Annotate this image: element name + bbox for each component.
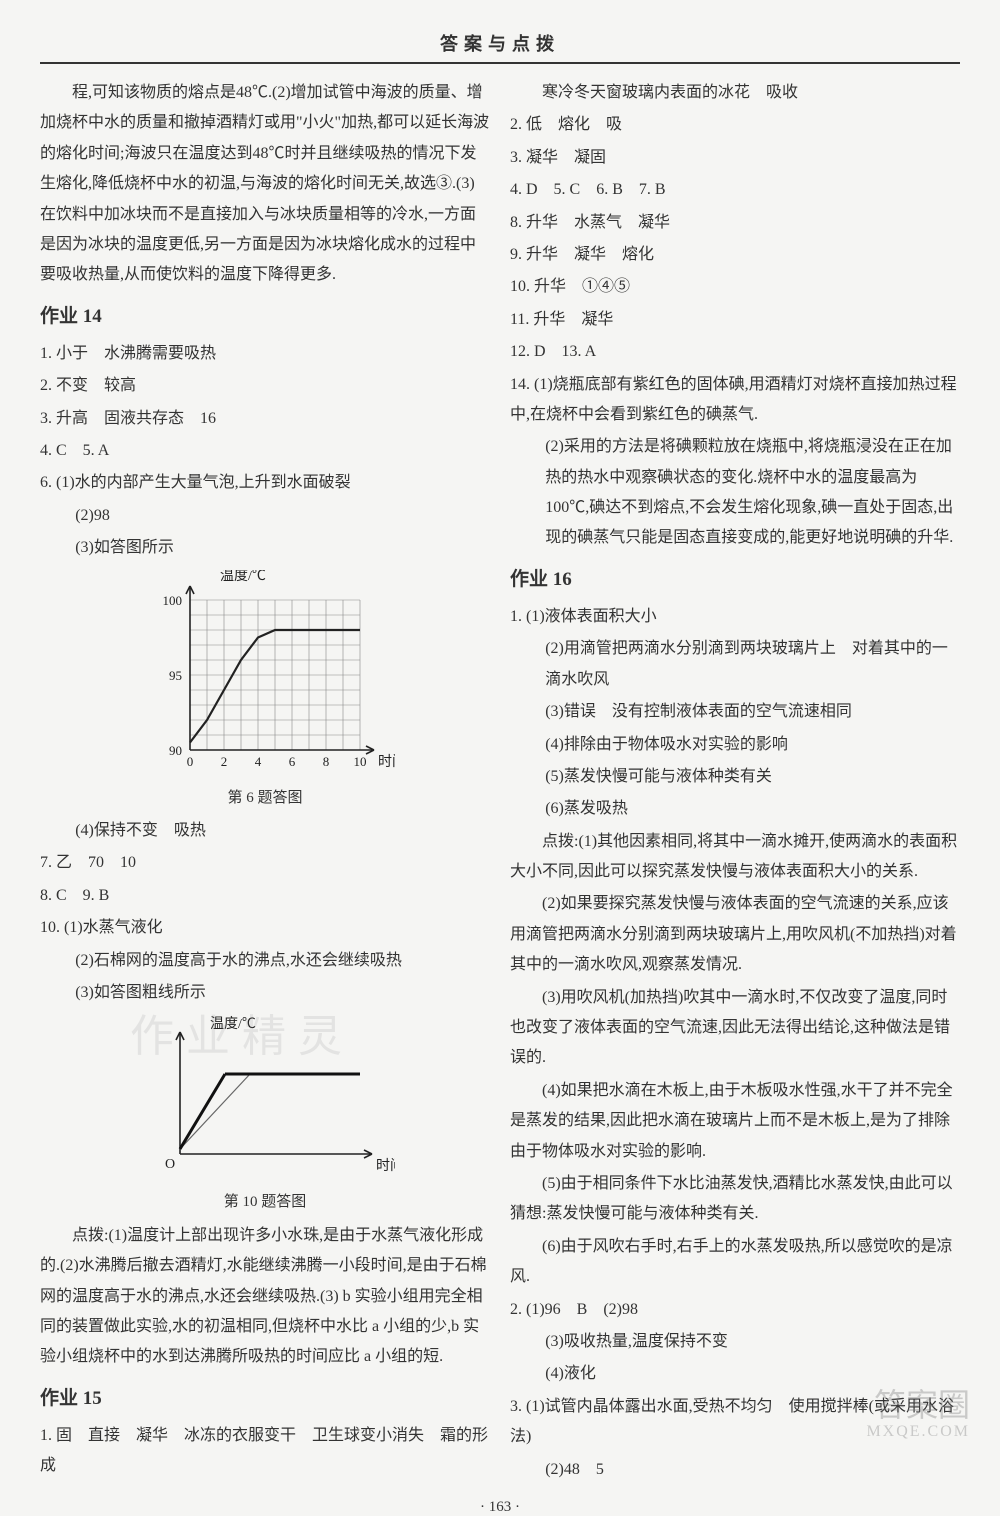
hw14-10-3: (3)如答图粗线所示 — [40, 978, 490, 1008]
r16-note6: (6)由于风吹右手时,右手上的水蒸发吸热,所以感觉吹的是凉风. — [510, 1232, 960, 1293]
r2: 2. 低 熔化 吸 — [510, 110, 960, 140]
svg-text:90: 90 — [169, 743, 182, 758]
svg-text:0: 0 — [187, 754, 194, 769]
figure-6: 100 95 90 0 2 4 6 8 10 温度/℃ 时间/min 第 6 题答图 — [40, 570, 490, 813]
hw14-6-2: (2)98 — [40, 501, 490, 531]
hw14-10-2: (2)石棉网的温度高于水的沸点,水还会继续吸热 — [40, 946, 490, 976]
figure-6-caption: 第 6 题答图 — [227, 784, 302, 813]
r16-note: 点拨:(1)其他因素相同,将其中一滴水摊开,使两滴水的表面积大小不同,因此可以探… — [510, 827, 960, 888]
hw15-title: 作业 15 — [40, 1381, 490, 1417]
r16-1-5: (5)蒸发快慢可能与液体种类有关 — [510, 762, 960, 792]
left-column: 程,可知该物质的熔点是48℃.(2)增加试管中海波的质量、增加烧杯中水的质量和撤… — [40, 76, 490, 1487]
r16-1-3: (3)错误 没有控制液体表面的空气流速相同 — [510, 697, 960, 727]
svg-text:95: 95 — [169, 668, 182, 683]
chart-6-svg: 100 95 90 0 2 4 6 8 10 温度/℃ 时间/min — [135, 570, 395, 780]
page-header: 答案与点拨 — [40, 30, 960, 64]
figure-10: 温度/℃ 时间/min O 第 10 题答图 — [40, 1014, 490, 1217]
hw14-8: 8. C 9. B — [40, 881, 490, 911]
svg-text:6: 6 — [289, 754, 296, 769]
hw14-title: 作业 14 — [40, 299, 490, 335]
r-top: 寒冷冬天窗玻璃内表面的冰花 吸收 — [510, 78, 960, 108]
hw14-1: 1. 小于 水沸腾需要吸热 — [40, 339, 490, 369]
hw16-title: 作业 16 — [510, 562, 960, 598]
right-column: 寒冷冬天窗玻璃内表面的冰花 吸收 2. 低 熔化 吸 3. 凝华 凝固 4. D… — [510, 76, 960, 1487]
r16-note4: (4)如果把水滴在木板上,由于木板吸水性强,水干了并不完全是蒸发的结果,因此把水… — [510, 1076, 960, 1167]
svg-text:温度/℃: 温度/℃ — [210, 1016, 256, 1032]
r16-3-2: (2)48 5 — [510, 1455, 960, 1485]
svg-text:8: 8 — [323, 754, 330, 769]
intro-paragraph: 程,可知该物质的熔点是48℃.(2)增加试管中海波的质量、增加烧杯中水的质量和撤… — [40, 78, 490, 291]
r9: 9. 升华 凝华 熔化 — [510, 240, 960, 270]
r16-1-4: (4)排除由于物体吸水对实验的影响 — [510, 730, 960, 760]
r16-note2: (2)如果要探究蒸发快慢与液体表面的空气流速的关系,应该用滴管把两滴水分别滴到两… — [510, 889, 960, 980]
hw14-3: 3. 升高 固液共存态 16 — [40, 404, 490, 434]
svg-text:O: O — [165, 1157, 175, 1172]
hw15-1: 1. 固 直接 凝华 冰冻的衣服变干 卫生球变小消失 霜的形成 — [40, 1421, 490, 1482]
hw14-10-1: 10. (1)水蒸气液化 — [40, 913, 490, 943]
hw14-6-1: 6. (1)水的内部产生大量气泡,上升到水面破裂 — [40, 468, 490, 498]
svg-text:2: 2 — [221, 754, 228, 769]
r16-3: 3. (1)试管内晶体露出水面,受热不均匀 使用搅拌棒(或采用水浴法) — [510, 1392, 960, 1453]
svg-text:100: 100 — [163, 593, 183, 608]
r16-1-6: (6)蒸发吸热 — [510, 794, 960, 824]
r16-1-2: (2)用滴管把两滴水分别滴到两块玻璃片上 对着其中的一滴水吹风 — [510, 634, 960, 695]
r3: 3. 凝华 凝固 — [510, 143, 960, 173]
r10: 10. 升华 ①④⑤ — [510, 272, 960, 302]
r14-1: 14. (1)烧瓶底部有紫红色的固体碘,用酒精灯对烧杯直接加热过程中,在烧杯中会… — [510, 370, 960, 431]
r4: 4. D 5. C 6. B 7. B — [510, 175, 960, 205]
hw14-2: 2. 不变 较高 — [40, 371, 490, 401]
r16-note3: (3)用吹风机(加热挡)吹其中一滴水时,不仅改变了温度,同时也改变了液体表面的空… — [510, 983, 960, 1074]
r16-2-3: (3)吸收热量,温度保持不变 — [510, 1327, 960, 1357]
r16-2-4: (4)液化 — [510, 1359, 960, 1389]
hw14-7: 7. 乙 70 10 — [40, 848, 490, 878]
svg-text:温度/℃: 温度/℃ — [220, 570, 266, 584]
r11: 11. 升华 凝华 — [510, 305, 960, 335]
r16-2: 2. (1)96 B (2)98 — [510, 1295, 960, 1325]
r12: 12. D 13. A — [510, 337, 960, 367]
svg-text:时间/min: 时间/min — [378, 754, 395, 770]
svg-text:时间/min: 时间/min — [376, 1158, 395, 1174]
chart-10-svg: 温度/℃ 时间/min O — [135, 1014, 395, 1184]
page-number: · 163 · — [40, 1499, 960, 1516]
hw14-6-3: (3)如答图所示 — [40, 533, 490, 563]
svg-text:10: 10 — [354, 754, 367, 769]
svg-text:4: 4 — [255, 754, 262, 769]
r14-2: (2)采用的方法是将碘颗粒放在烧瓶中,将烧瓶浸没在正在加热的热水中观察碘状态的变… — [510, 432, 960, 554]
hw14-4: 4. C 5. A — [40, 436, 490, 466]
r16-note5: (5)由于相同条件下水比油蒸发快,酒精比水蒸发快,由此可以猜想:蒸发快慢可能与液… — [510, 1169, 960, 1230]
r16-1-1: 1. (1)液体表面积大小 — [510, 602, 960, 632]
hw14-6-4: (4)保持不变 吸热 — [40, 816, 490, 846]
r8: 8. 升华 水蒸气 凝华 — [510, 208, 960, 238]
figure-10-caption: 第 10 题答图 — [224, 1188, 307, 1217]
hw14-note: 点拨:(1)温度计上部出现许多小水珠,是由于水蒸气液化形成的.(2)水沸腾后撤去… — [40, 1221, 490, 1373]
